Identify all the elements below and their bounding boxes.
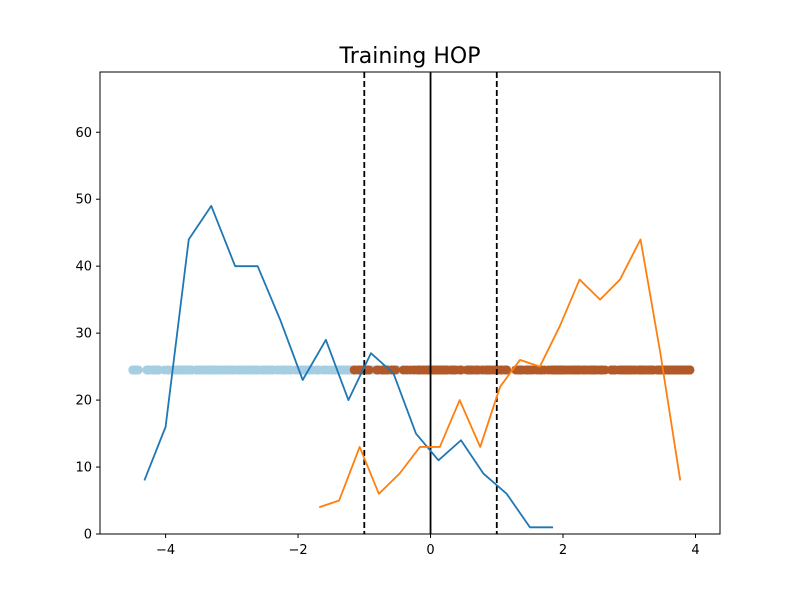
scatter-point <box>499 365 509 375</box>
x-tick-label: −4 <box>156 543 175 558</box>
scatter-point <box>246 365 256 375</box>
y-tick-label: 50 <box>75 193 92 208</box>
scatter-point <box>216 365 226 375</box>
y-tick-label: 40 <box>75 260 92 275</box>
scatter-point <box>543 365 553 375</box>
scatter-point <box>592 365 602 375</box>
scatter-point <box>151 365 161 375</box>
scatter-point <box>424 365 434 375</box>
scatter-point <box>372 365 382 375</box>
scatter-point <box>258 365 268 375</box>
y-tick-label: 30 <box>75 327 92 342</box>
scatter-point <box>415 365 425 375</box>
scatter-point <box>654 365 664 375</box>
scatter-point <box>626 365 636 375</box>
scatter-point <box>472 365 482 375</box>
scatter-point <box>142 365 152 375</box>
scatter-point <box>227 365 237 375</box>
series-line-2 <box>318 238 682 509</box>
scatter-point <box>130 365 140 375</box>
scatter-point <box>447 365 457 375</box>
scatter-point <box>286 365 296 375</box>
scatter-point <box>208 365 218 375</box>
scatter-point <box>364 365 374 375</box>
scatter-point <box>485 365 495 375</box>
axes-frame <box>99 71 721 535</box>
y-tick-label: 10 <box>75 461 92 476</box>
scatter-point <box>191 365 201 375</box>
plot-contents <box>128 72 695 534</box>
y-tick-label: 60 <box>75 126 92 141</box>
scatter-point <box>559 365 568 375</box>
scatter-point <box>521 365 531 375</box>
series-line-1 <box>143 205 554 529</box>
scatter-point <box>683 365 693 375</box>
x-tick-label: 4 <box>691 543 699 558</box>
y-tick-label: 0 <box>84 528 92 543</box>
scatter-point <box>268 365 278 375</box>
scatter-point <box>642 365 652 375</box>
scatter-point <box>436 365 446 375</box>
scatter-point <box>240 365 250 375</box>
scatter-point <box>465 365 475 375</box>
scatter-point <box>455 365 465 375</box>
scatter-point <box>163 365 173 375</box>
y-tick-label: 20 <box>75 394 92 409</box>
x-tick-label: −2 <box>288 543 307 558</box>
scatter-point <box>402 365 412 375</box>
x-tick-label: 0 <box>426 543 434 558</box>
chart-title: Training HOP <box>339 44 481 69</box>
scatter-point <box>178 365 188 375</box>
scatter-point <box>280 365 290 375</box>
scatter-point <box>318 365 328 375</box>
scatter-point <box>609 365 619 375</box>
x-tick-label: 2 <box>559 543 567 558</box>
scatter-point <box>666 365 676 375</box>
scatter-point <box>535 365 545 375</box>
